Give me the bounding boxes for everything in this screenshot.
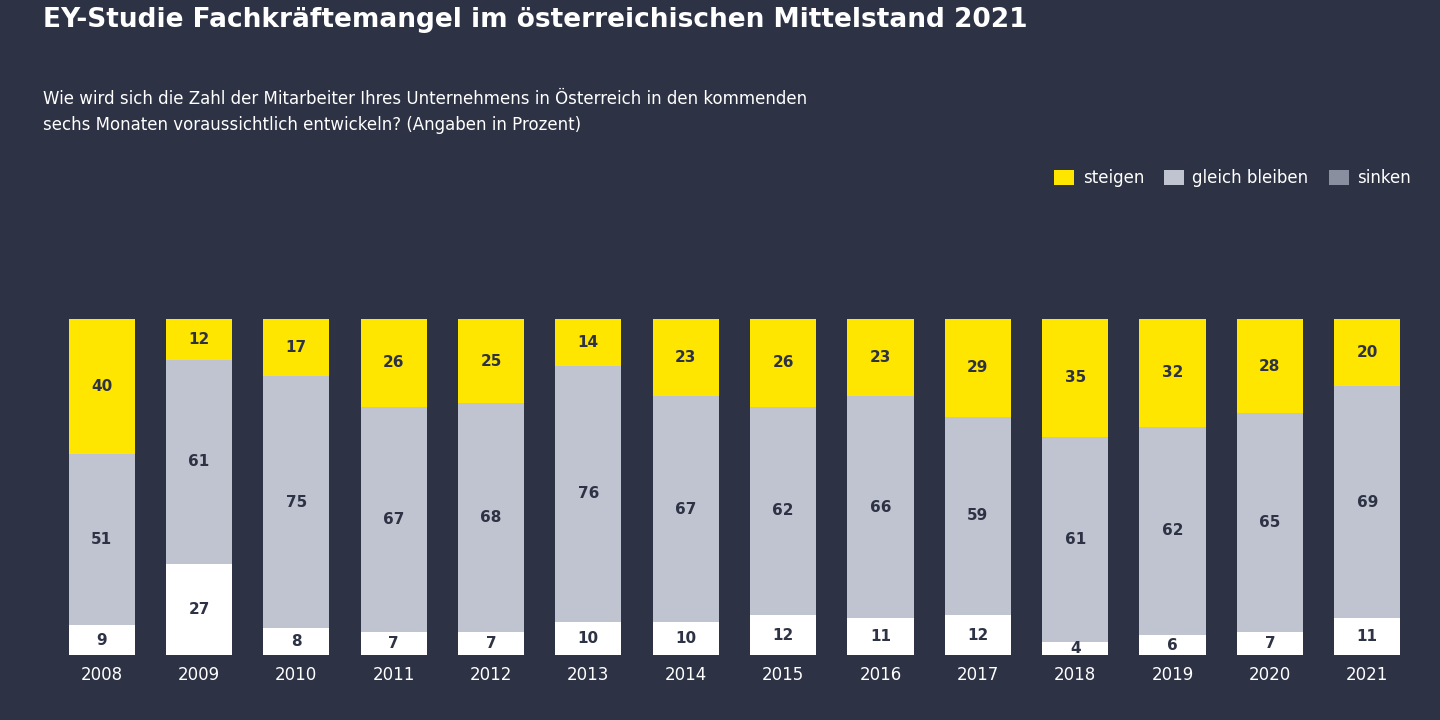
Text: 10: 10 [675, 631, 697, 646]
Bar [166, 359, 232, 564]
Text: 4: 4 [1070, 641, 1080, 656]
Bar [166, 319, 232, 359]
Bar [556, 319, 622, 366]
Text: 11: 11 [1356, 629, 1378, 644]
Bar [847, 618, 913, 655]
Bar [1237, 319, 1303, 413]
Bar [69, 454, 135, 625]
Bar [945, 615, 1011, 655]
Text: 32: 32 [1162, 366, 1184, 380]
Text: 62: 62 [1162, 523, 1184, 539]
Bar [556, 621, 622, 655]
Bar [1139, 635, 1205, 655]
Text: 40: 40 [91, 379, 112, 394]
Bar [1043, 319, 1109, 437]
Text: EY-Studie Fachkräftemangel im österreichischen Mittelstand 2021: EY-Studie Fachkräftemangel im österreich… [43, 7, 1028, 33]
Bar [458, 403, 524, 631]
Text: 66: 66 [870, 500, 891, 515]
Text: 69: 69 [1356, 495, 1378, 510]
Bar [1333, 618, 1400, 655]
Text: 75: 75 [285, 495, 307, 510]
Bar [1237, 631, 1303, 655]
Text: 7: 7 [1264, 636, 1276, 651]
Bar [1043, 437, 1109, 642]
Bar [945, 417, 1011, 615]
Text: 12: 12 [772, 628, 793, 642]
Text: 20: 20 [1356, 346, 1378, 360]
Text: 14: 14 [577, 336, 599, 350]
Text: Wie wird sich die Zahl der Mitarbeiter Ihres Unternehmens in Österreich in den k: Wie wird sich die Zahl der Mitarbeiter I… [43, 90, 808, 135]
Text: 12: 12 [968, 628, 988, 642]
Bar [69, 625, 135, 655]
Bar [652, 319, 719, 397]
Text: 28: 28 [1259, 359, 1280, 374]
Bar [750, 615, 816, 655]
Text: 8: 8 [291, 634, 301, 649]
Bar [1237, 413, 1303, 631]
Text: 27: 27 [189, 603, 210, 617]
Bar [556, 366, 622, 621]
Text: 67: 67 [675, 502, 697, 516]
Bar [360, 631, 426, 655]
Text: 76: 76 [577, 487, 599, 501]
Bar [264, 377, 330, 629]
Bar [264, 319, 330, 377]
Legend: steigen, gleich bleiben, sinken: steigen, gleich bleiben, sinken [1048, 163, 1417, 194]
Bar [1139, 427, 1205, 635]
Text: 61: 61 [1064, 532, 1086, 546]
Text: 7: 7 [485, 636, 497, 651]
Text: 6: 6 [1166, 638, 1178, 652]
Bar [458, 631, 524, 655]
Bar [1333, 387, 1400, 618]
Bar [264, 629, 330, 655]
Text: 61: 61 [189, 454, 210, 469]
Bar [652, 397, 719, 621]
Bar [1139, 319, 1205, 427]
Text: 65: 65 [1259, 515, 1280, 530]
Text: 51: 51 [91, 532, 112, 546]
Text: 23: 23 [675, 351, 697, 365]
Text: 7: 7 [389, 636, 399, 651]
Text: 23: 23 [870, 351, 891, 365]
Bar [69, 319, 135, 454]
Bar [458, 319, 524, 403]
Text: 9: 9 [96, 633, 107, 647]
Bar [750, 319, 816, 407]
Bar [945, 319, 1011, 417]
Text: 67: 67 [383, 512, 405, 526]
Text: 68: 68 [481, 510, 501, 525]
Bar [1043, 642, 1109, 655]
Text: 59: 59 [968, 508, 988, 523]
Bar [847, 397, 913, 618]
Text: 11: 11 [870, 629, 891, 644]
Bar [360, 407, 426, 631]
Text: 25: 25 [481, 354, 501, 369]
Text: 62: 62 [772, 503, 793, 518]
Bar [360, 319, 426, 407]
Text: 26: 26 [772, 356, 793, 370]
Text: 12: 12 [189, 332, 210, 347]
Bar [847, 319, 913, 397]
Bar [652, 621, 719, 655]
Bar [166, 564, 232, 655]
Bar [1333, 319, 1400, 387]
Text: 29: 29 [968, 361, 988, 375]
Bar [750, 407, 816, 615]
Text: 35: 35 [1064, 371, 1086, 385]
Text: 17: 17 [285, 341, 307, 355]
Text: 26: 26 [383, 356, 405, 370]
Text: 10: 10 [577, 631, 599, 646]
